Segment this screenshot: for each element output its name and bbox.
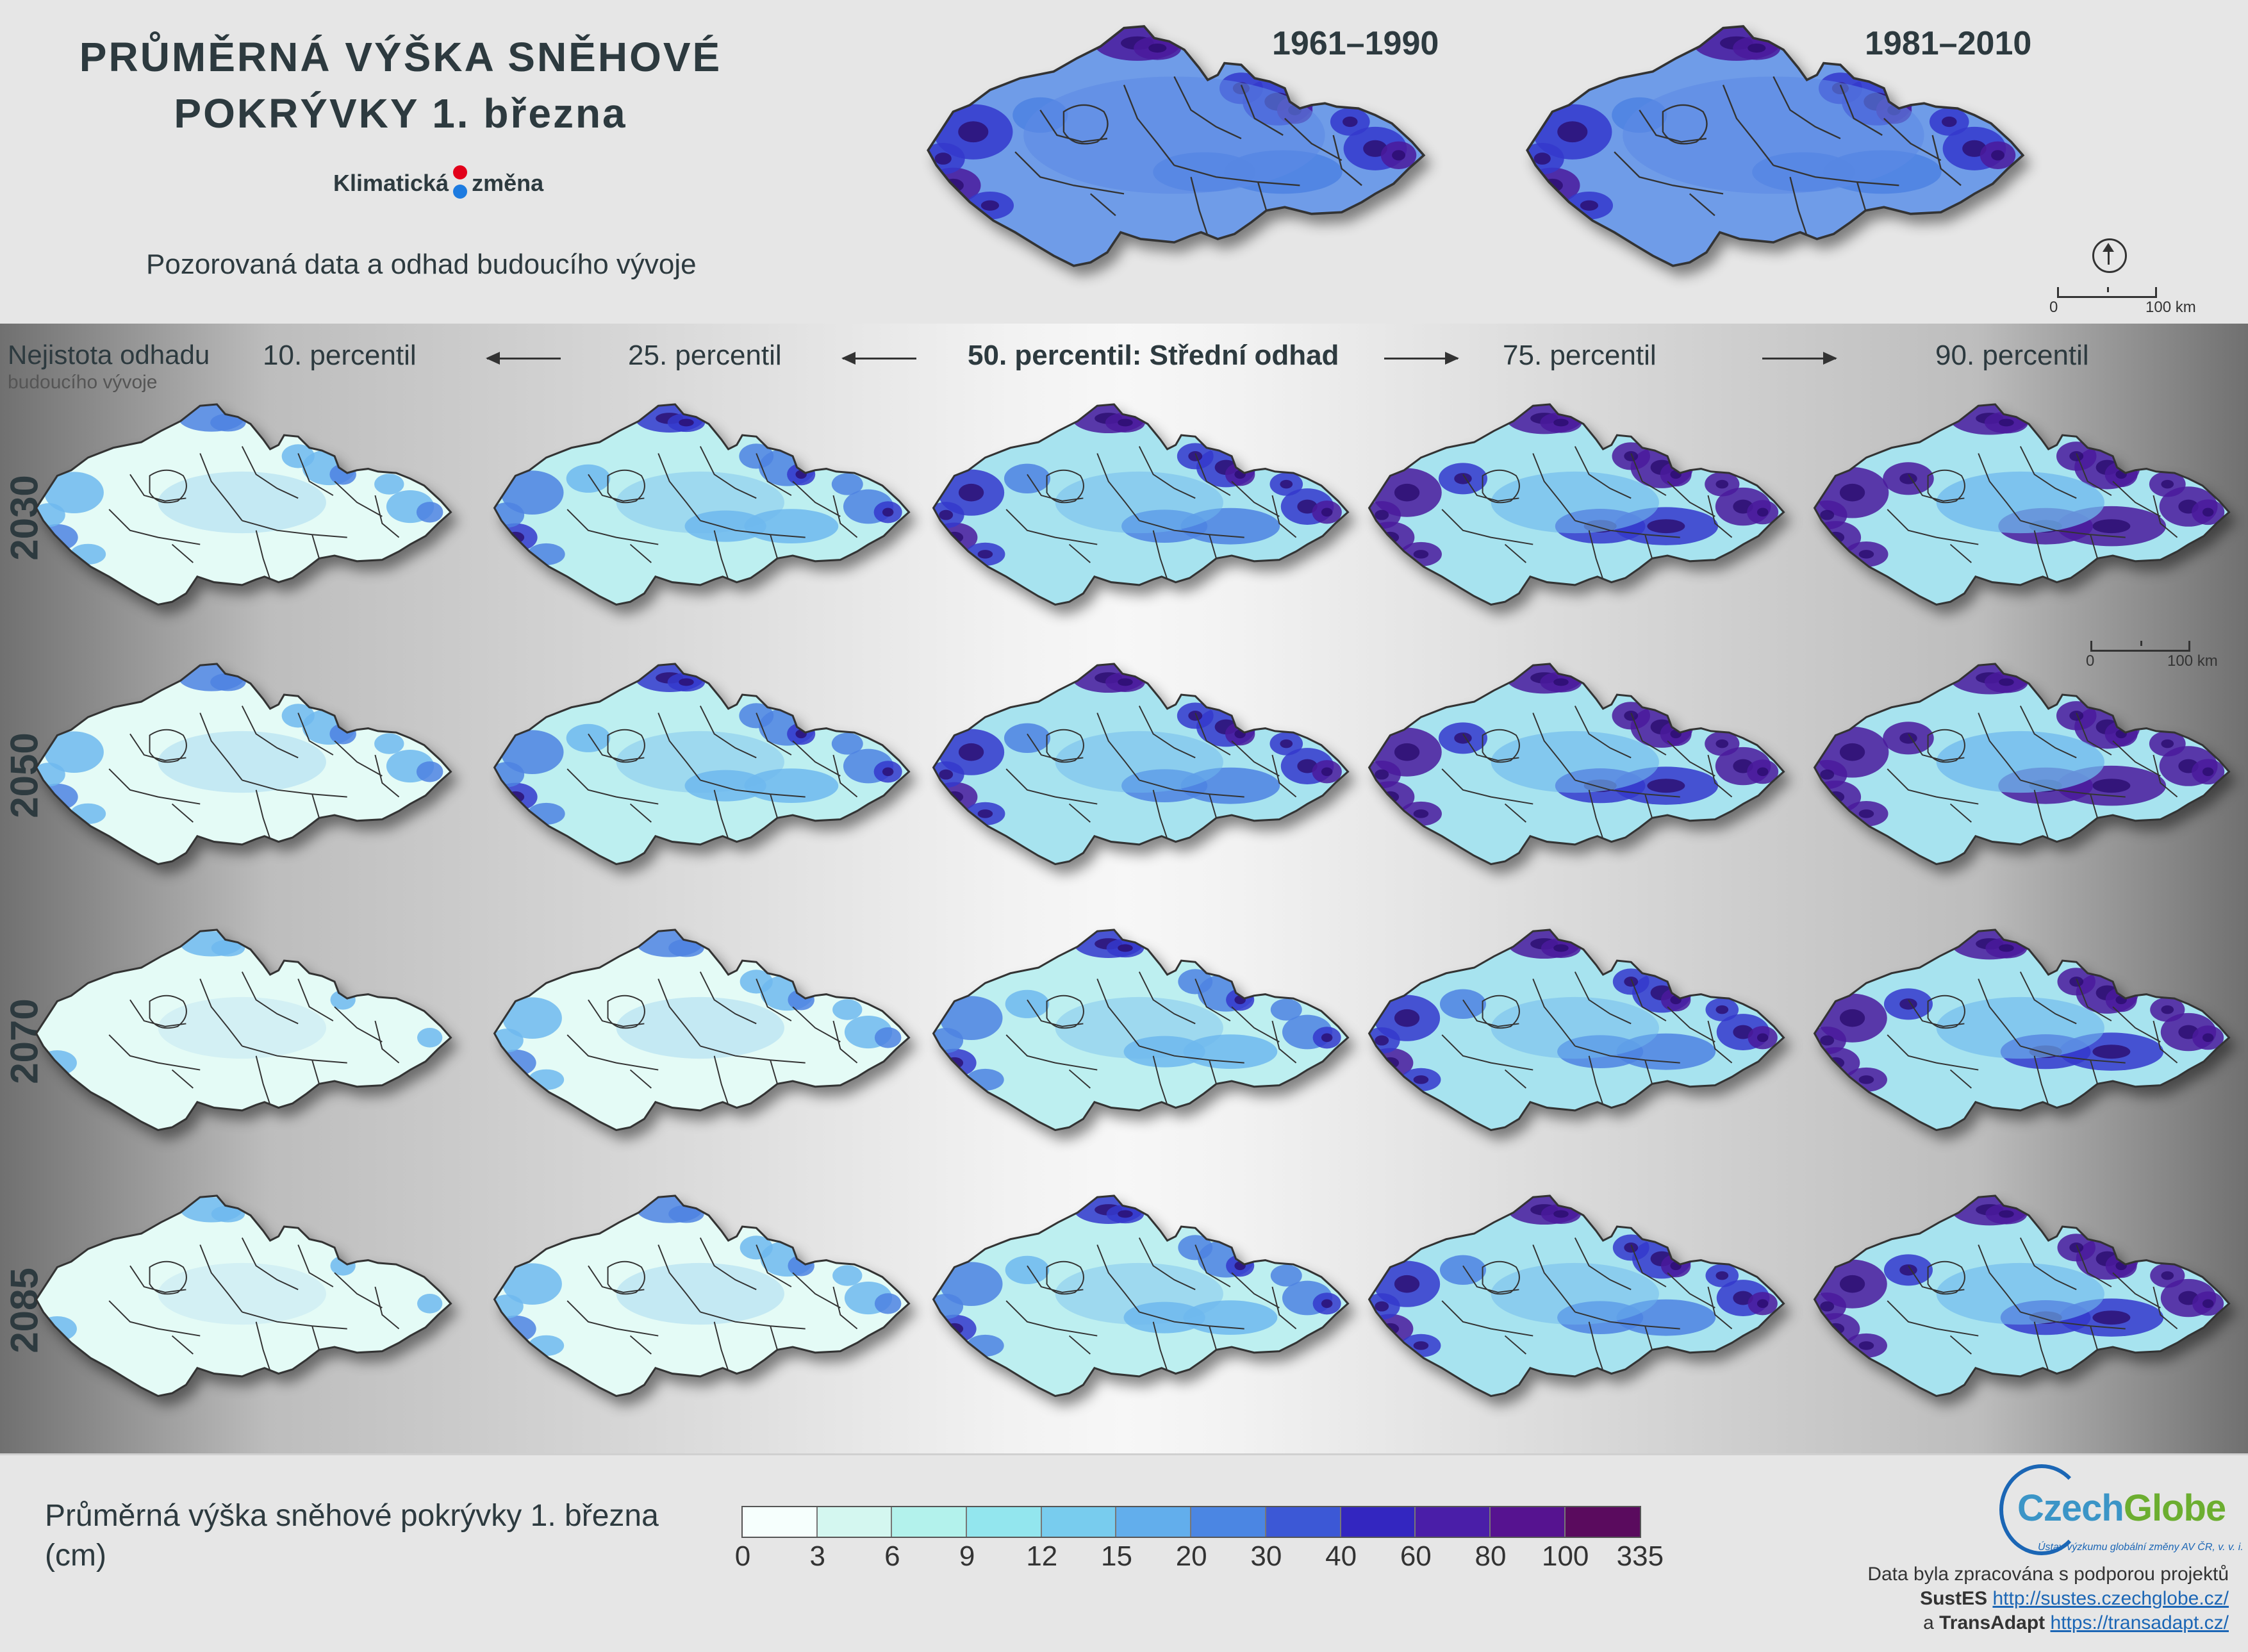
- legend-band: [0, 1453, 2248, 1652]
- scale-label-100km: 100 km: [2145, 299, 2196, 316]
- arrow-left-icon: [841, 352, 916, 365]
- credits-line3: a TransAdapt https://transadapt.cz/: [1923, 1612, 2229, 1633]
- sustes-link[interactable]: http://sustes.czechglobe.cz/: [1992, 1588, 2229, 1609]
- map-observed-1981-2010: [1522, 18, 2028, 269]
- uncertainty-title: Nejistota odhadu: [8, 340, 210, 370]
- scale-label-100km: 100 km: [2167, 652, 2218, 670]
- color-scale-cell: [743, 1507, 818, 1537]
- map-2070-p10: [32, 923, 455, 1133]
- arrow-right-icon: [1762, 352, 1837, 365]
- color-scale-tick-label: 15: [1101, 1540, 1132, 1572]
- percentile-25-label: 25. percentil: [628, 340, 782, 371]
- map-2030-p25: [490, 397, 913, 607]
- map-2030-p50: [929, 397, 1352, 607]
- map-2085-p90: [1810, 1189, 2233, 1399]
- map-2085-p50: [929, 1189, 1352, 1399]
- color-scale-cell: [1041, 1507, 1117, 1537]
- map-2030-p75: [1365, 397, 1788, 607]
- map-2070-p25: [490, 923, 913, 1133]
- scale-bar-grid: [2090, 641, 2190, 652]
- color-scale-cell: [1341, 1507, 1416, 1537]
- map-2085-p25: [490, 1189, 913, 1399]
- color-scale-tick-label: 80: [1475, 1540, 1507, 1572]
- color-scale-tick-label: 40: [1325, 1540, 1357, 1572]
- czechglobe-logo-ring: [1999, 1464, 2084, 1555]
- arrow-right-icon: [1384, 352, 1459, 365]
- color-scale-tick-label: 335: [1616, 1540, 1664, 1572]
- map-2085-p10: [32, 1189, 455, 1399]
- map-2030-p90: [1810, 397, 2233, 607]
- percentile-75-label: 75. percentil: [1503, 340, 1657, 371]
- color-scale-cell: [817, 1507, 893, 1537]
- map-observed-1961-1990: [923, 18, 1429, 269]
- uncertainty-subtitle: budoucího vývoje: [8, 372, 158, 393]
- page-title: PRŮMĚRNÁ VÝŠKA SNĚHOVÉ POKRÝVKY 1. březn…: [79, 34, 722, 136]
- credits-line1: Data byla zpracována s podporou projektů: [1867, 1564, 2229, 1585]
- page-subtitle: Pozorovaná data a odhad budoucího vývoje: [146, 249, 697, 280]
- percentile-90-label: 90. percentil: [1935, 340, 2089, 371]
- czechglobe-fullname: Ústav výzkumu globální změny AV ČR, v. v…: [2038, 1542, 2244, 1553]
- credits-line2: SustES http://sustes.czechglobe.cz/: [1920, 1588, 2229, 1609]
- map-2050-p10: [32, 657, 455, 867]
- color-scale-tick-label: 100: [1541, 1540, 1589, 1572]
- percentile-50-label: 50. percentil: Střední odhad: [968, 340, 1339, 371]
- color-scale-tick-label: 0: [734, 1540, 751, 1572]
- arrow-left-icon: [486, 352, 561, 365]
- period-label-1981-2010: 1981–2010: [1865, 25, 2032, 62]
- map-2030-p10: [32, 397, 455, 607]
- percentile-10-label: 10. percentil: [263, 340, 417, 371]
- map-2070-p50: [929, 923, 1352, 1133]
- scale-label-zero: 0: [2049, 299, 2058, 316]
- klimaticka-zmena-logo: Klimatická změna: [333, 165, 543, 201]
- logo-dots-icon: [451, 165, 469, 201]
- north-arrow-icon: [2092, 238, 2127, 273]
- map-2050-p75: [1365, 657, 1788, 867]
- color-scale-tick-label: 20: [1175, 1540, 1207, 1572]
- color-scale-tick-label: 30: [1250, 1540, 1282, 1572]
- map-2085-p75: [1365, 1189, 1788, 1399]
- color-scale-tick-label: 9: [959, 1540, 975, 1572]
- color-scale-cell: [892, 1507, 968, 1537]
- map-2050-p50: [929, 657, 1352, 867]
- map-2050-p25: [490, 657, 913, 867]
- color-scale-tick-label: 3: [809, 1540, 825, 1572]
- map-2070-p90: [1810, 923, 2233, 1133]
- scale-bar-top: [2057, 287, 2157, 298]
- map-2050-p90: [1810, 657, 2233, 867]
- color-scale-tick-label: 12: [1026, 1540, 1058, 1572]
- color-scale-tick-label: 60: [1400, 1540, 1432, 1572]
- color-scale-cell: [1416, 1507, 1491, 1537]
- color-scale-cell: [1565, 1507, 1641, 1537]
- transadapt-link[interactable]: https://transadapt.cz/: [2050, 1612, 2229, 1633]
- color-scale-tick-label: 6: [884, 1540, 900, 1572]
- color-scale-cell: [1490, 1507, 1566, 1537]
- map-2070-p75: [1365, 923, 1788, 1133]
- period-label-1961-1990: 1961–1990: [1272, 25, 1439, 62]
- czechglobe-logo: CzechGlobe: [2017, 1487, 2226, 1529]
- scale-label-zero: 0: [2086, 652, 2095, 670]
- legend-title: Průměrná výška sněhové pokrývky 1. březn…: [45, 1499, 659, 1573]
- color-scale-cell: [1191, 1507, 1266, 1537]
- color-scale-bar: [741, 1506, 1642, 1538]
- color-scale-cell: [1116, 1507, 1192, 1537]
- color-scale-cell: [1266, 1507, 1341, 1537]
- color-scale-cell: [967, 1507, 1042, 1537]
